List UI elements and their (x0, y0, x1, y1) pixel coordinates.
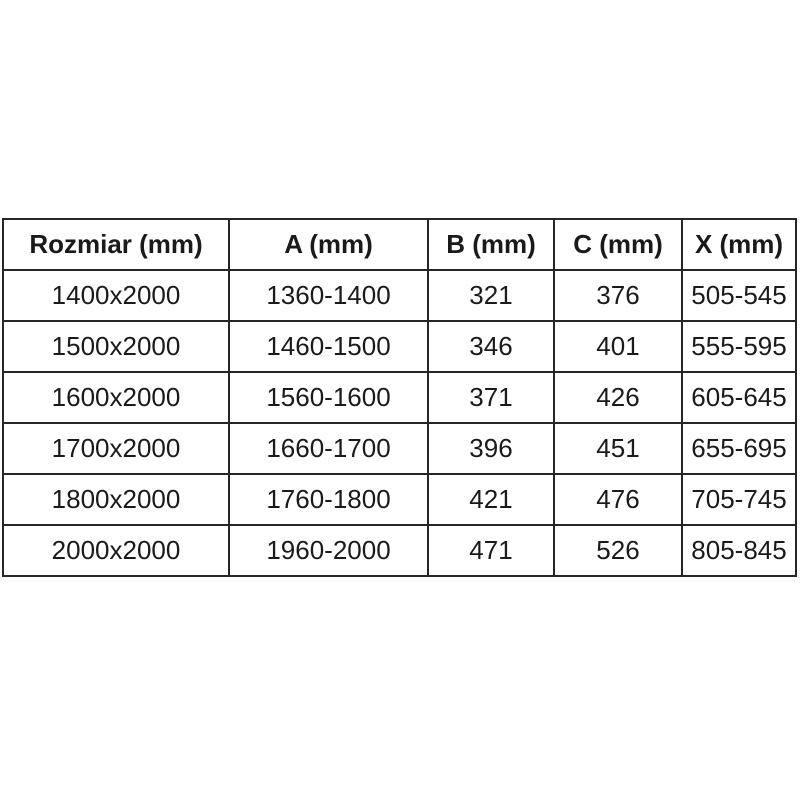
cell-a: 1460-1500 (228, 320, 429, 373)
cell-c: 401 (553, 320, 683, 373)
cell-x: 605-645 (681, 371, 797, 424)
cell-b: 396 (427, 422, 555, 475)
table-row: 1700x2000 1660-1700 396 451 655-695 (2, 422, 797, 475)
cell-rozmiar: 1500x2000 (2, 320, 230, 373)
cell-b: 371 (427, 371, 555, 424)
cell-b: 471 (427, 524, 555, 577)
cell-a: 1360-1400 (228, 269, 429, 322)
cell-c: 526 (553, 524, 683, 577)
cell-x: 655-695 (681, 422, 797, 475)
table-row: 2000x2000 1960-2000 471 526 805-845 (2, 524, 797, 577)
cell-a: 1760-1800 (228, 473, 429, 526)
dimensions-table: Rozmiar (mm) A (mm) B (mm) C (mm) X (mm)… (2, 218, 797, 577)
cell-b: 321 (427, 269, 555, 322)
cell-rozmiar: 2000x2000 (2, 524, 230, 577)
cell-x: 555-595 (681, 320, 797, 373)
cell-rozmiar: 1400x2000 (2, 269, 230, 322)
cell-b: 346 (427, 320, 555, 373)
table-row: 1400x2000 1360-1400 321 376 505-545 (2, 269, 797, 322)
cell-x: 805-845 (681, 524, 797, 577)
cell-a: 1660-1700 (228, 422, 429, 475)
cell-rozmiar: 1600x2000 (2, 371, 230, 424)
column-header-a: A (mm) (228, 218, 429, 271)
cell-c: 451 (553, 422, 683, 475)
cell-b: 421 (427, 473, 555, 526)
cell-a: 1960-2000 (228, 524, 429, 577)
cell-x: 705-745 (681, 473, 797, 526)
header-row: Rozmiar (mm) A (mm) B (mm) C (mm) X (mm) (2, 218, 797, 271)
cell-c: 376 (553, 269, 683, 322)
table-row: 1800x2000 1760-1800 421 476 705-745 (2, 473, 797, 526)
column-header-b: B (mm) (427, 218, 555, 271)
column-header-c: C (mm) (553, 218, 683, 271)
column-header-x: X (mm) (681, 218, 797, 271)
table-row: 1500x2000 1460-1500 346 401 555-595 (2, 320, 797, 373)
cell-rozmiar: 1700x2000 (2, 422, 230, 475)
table-row: 1600x2000 1560-1600 371 426 605-645 (2, 371, 797, 424)
cell-rozmiar: 1800x2000 (2, 473, 230, 526)
column-header-rozmiar: Rozmiar (mm) (2, 218, 230, 271)
cell-x: 505-545 (681, 269, 797, 322)
cell-c: 476 (553, 473, 683, 526)
size-spec-table: Rozmiar (mm) A (mm) B (mm) C (mm) X (mm)… (2, 218, 797, 577)
cell-c: 426 (553, 371, 683, 424)
cell-a: 1560-1600 (228, 371, 429, 424)
